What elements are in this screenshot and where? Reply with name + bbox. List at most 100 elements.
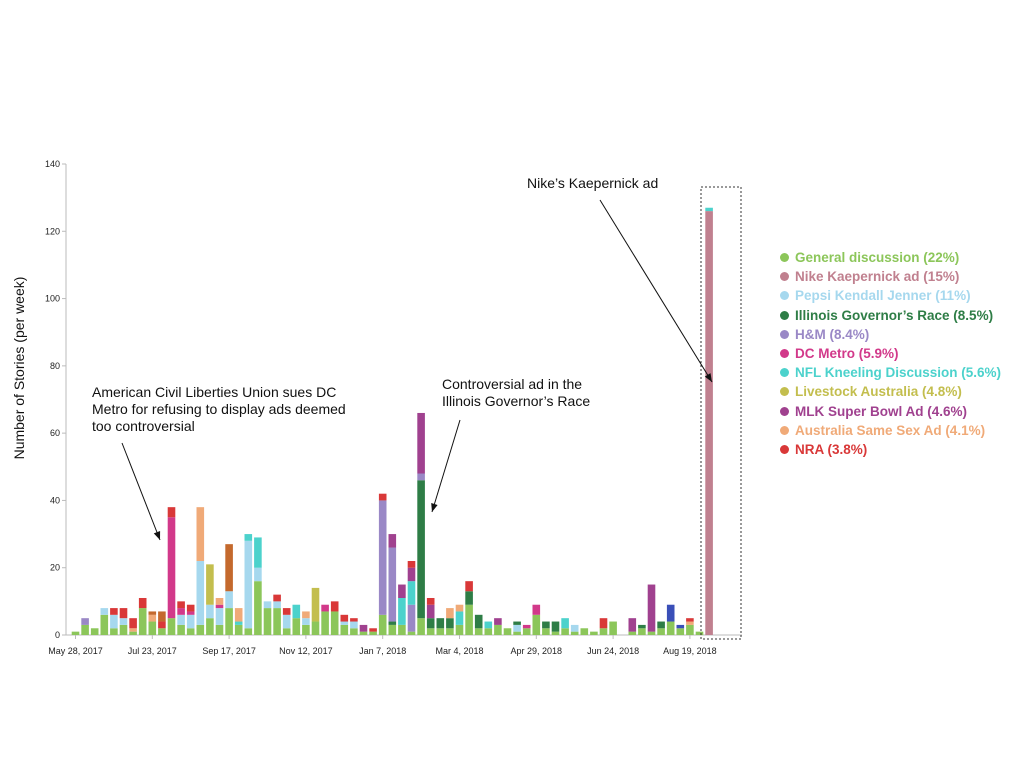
bar-segment: [129, 618, 137, 629]
bar-segment: [446, 628, 454, 635]
bar-segment: [254, 537, 262, 568]
bar-segment: [503, 628, 512, 635]
bar-segment: [100, 614, 109, 635]
legend-label: Pepsi Kendall Jenner (11%): [795, 288, 971, 304]
bar-segment: [551, 621, 560, 632]
y-tick-label: 100: [45, 294, 60, 304]
bar-segment: [196, 624, 205, 635]
annotation-arrow: [599, 199, 713, 383]
bar-segment: [119, 624, 128, 635]
legend-dot-icon: [780, 291, 789, 301]
legend-dot-icon: [780, 272, 789, 282]
bar-segment: [666, 621, 675, 635]
bar-segment: [705, 211, 713, 635]
bar-segment: [455, 611, 464, 625]
x-tick-label: Jun 24, 2018: [587, 646, 639, 656]
bar-segment: [225, 591, 233, 609]
bar-segment: [474, 614, 483, 629]
bar-segment: [81, 618, 89, 625]
bar-segment: [215, 608, 224, 625]
bar-segment: [647, 584, 656, 632]
bar-segment: [100, 608, 109, 615]
bar-segment: [186, 628, 195, 635]
bar-segment: [186, 604, 195, 612]
bar-segment: [484, 628, 493, 635]
annotation-text: too controversial: [92, 418, 195, 434]
bar-segment: [206, 604, 214, 619]
bar-segment: [378, 500, 387, 615]
bar-segment: [695, 631, 704, 635]
annotation-text: American Civil Liberties Union sues DC: [92, 384, 336, 400]
legend-dot-icon: [780, 253, 789, 263]
legend-label: NFL Kneeling Discussion (5.6%): [795, 365, 1002, 381]
bar-segment: [407, 567, 416, 582]
x-tick-label: Jan 7, 2018: [359, 646, 406, 656]
bar-segment: [186, 611, 195, 615]
bar-segment: [177, 601, 185, 609]
y-axis: 0 20 40 60 80 100 120 140: [45, 159, 67, 640]
bar-segment: [119, 608, 128, 619]
x-tick-label: May 28, 2017: [48, 646, 103, 656]
bar-segment: [282, 608, 291, 615]
legend-dot-icon: [780, 349, 789, 359]
bar-segment: [81, 624, 89, 635]
bar-segment: [455, 624, 464, 635]
legend-label: General discussion (22%): [795, 250, 960, 266]
bar-segment: [206, 618, 214, 635]
bar-segment: [494, 624, 502, 635]
annotation-arrowhead: [704, 373, 712, 382]
bar-segment: [657, 621, 665, 629]
legend-label: Australia Same Sex Ad (4.1%): [795, 422, 986, 438]
x-axis: May 28, 2017 Jul 23, 2017 Sep 17, 2017 Nov …: [48, 634, 742, 656]
bar-segment: [599, 618, 608, 629]
bar-segment: [138, 608, 147, 635]
legend-label: Nike Kaepernick ad (15%): [795, 269, 960, 285]
y-axis-label-group: Number of Stories (per week): [11, 277, 27, 460]
bar-segment: [666, 604, 675, 622]
bar-segment: [148, 614, 157, 622]
bar-segment: [426, 628, 435, 635]
bar-segment: [513, 624, 521, 632]
bar-segment: [282, 614, 291, 629]
legend-dot-icon: [780, 310, 789, 320]
legend-dot-icon: [780, 368, 789, 378]
bar-segment: [522, 628, 531, 635]
legend-item: NFL Kneeling Discussion (5.6%): [780, 363, 1001, 382]
bar-segment: [196, 560, 205, 625]
bar-segment: [513, 631, 521, 635]
bar-segment: [138, 597, 147, 609]
bar-segment: [676, 628, 685, 635]
legend-item: Australia Same Sex Ad (4.1%): [780, 421, 1001, 440]
annotation-arrow: [431, 419, 461, 513]
annotations: American Civil Liberties Union sues DCMe…: [92, 175, 713, 541]
legend-label: DC Metro (5.9%): [795, 346, 899, 362]
bar-segment: [628, 631, 637, 635]
bar-segment: [686, 624, 694, 635]
x-tick-label: Mar 4, 2018: [435, 646, 483, 656]
bar-segment: [158, 621, 166, 629]
legend-item: Pepsi Kendall Jenner (11%): [780, 286, 1001, 305]
y-tick-label: 80: [50, 361, 60, 371]
legend-label: H&M (8.4%): [795, 326, 870, 342]
highlight-box-group: [700, 186, 742, 640]
bar-segment: [599, 628, 608, 635]
bar-segment: [263, 608, 272, 635]
bar-segment: [321, 604, 329, 612]
bar-segment: [330, 601, 339, 612]
bar-segment: [686, 618, 694, 622]
bar-segment: [110, 628, 118, 635]
bar-segment: [340, 624, 349, 635]
bar-segment: [359, 631, 368, 635]
bar-segment: [407, 604, 416, 632]
bar-segment: [186, 614, 195, 629]
bar-segment: [177, 608, 185, 615]
y-tick-label: 40: [50, 495, 60, 505]
bar-segment: [273, 601, 281, 609]
bar-segment: [263, 601, 272, 609]
bar-segment: [638, 628, 646, 635]
bar-segment: [234, 621, 243, 625]
bar-segment: [282, 628, 291, 635]
legend-item: Nike Kaepernick ad (15%): [780, 267, 1001, 286]
legend-label: MLK Super Bowl Ad (4.6%): [795, 403, 968, 419]
bar-segment: [561, 618, 569, 629]
